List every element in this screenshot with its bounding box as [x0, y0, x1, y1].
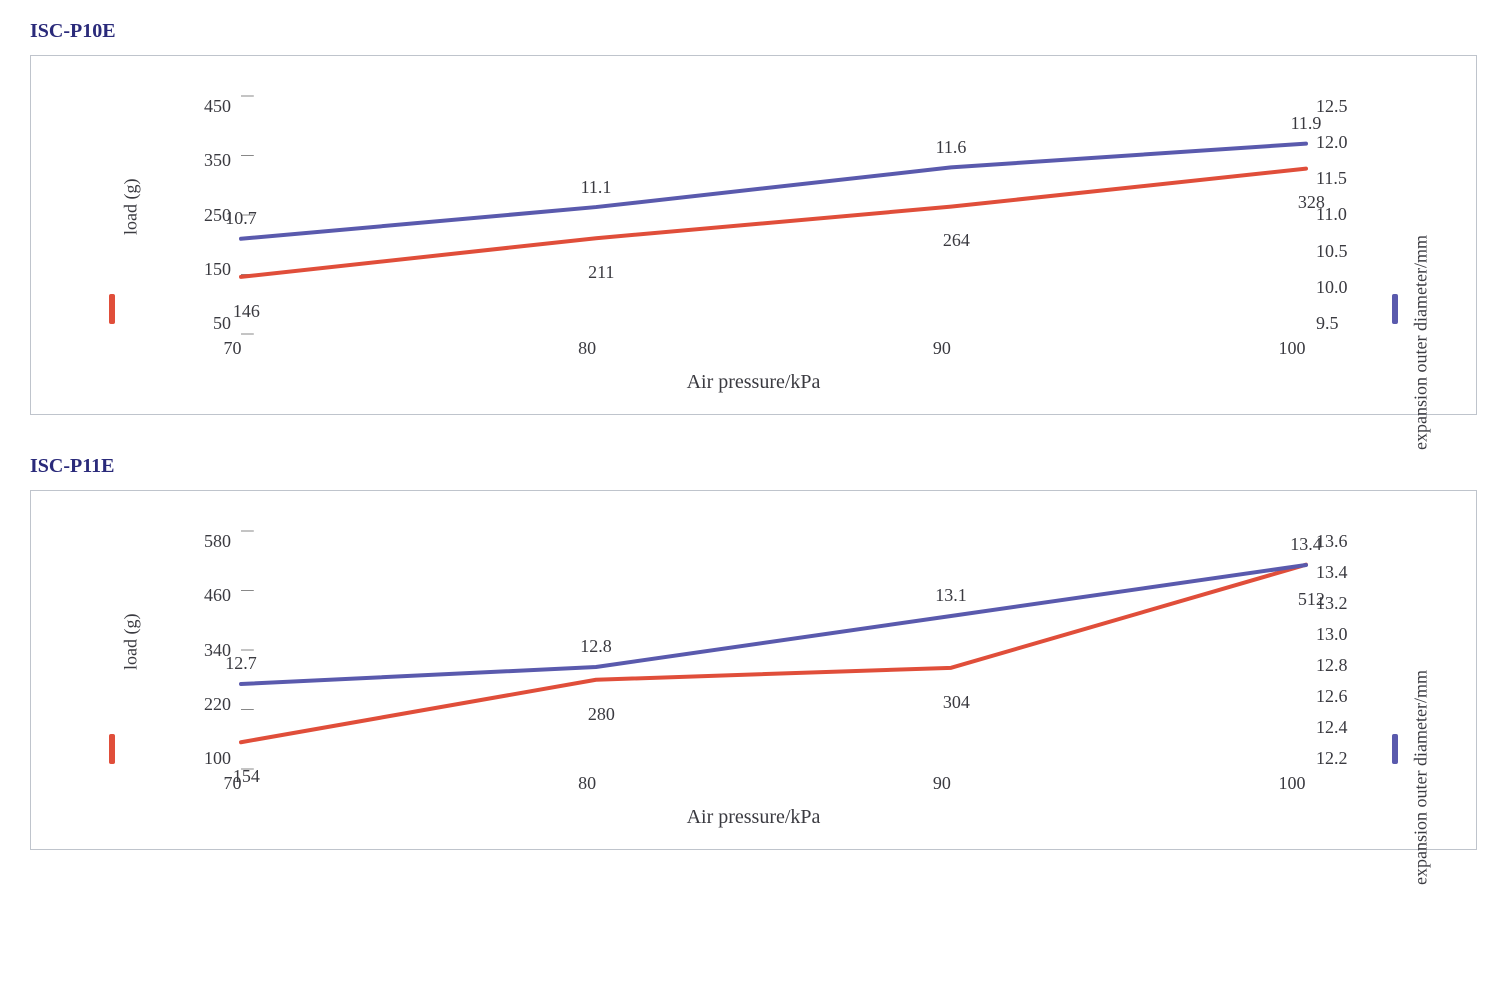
x-tick: 80: [596, 338, 597, 359]
y-left-tick: 250: [181, 205, 231, 226]
y-right-tick: 13.6: [1316, 531, 1366, 552]
plot-area: 15428030451212.712.813.113.4: [241, 531, 1306, 769]
x-tick: 100: [1305, 773, 1306, 794]
chart-container: 4503502501505012.512.011.511.010.510.09.…: [30, 55, 1477, 415]
load-line: [241, 565, 1306, 743]
load-data-label: 264: [943, 230, 970, 251]
y-right-ticks: 12.512.011.511.010.510.09.5: [1316, 96, 1366, 334]
y-left-tick: 150: [181, 259, 231, 280]
diameter-data-label: 13.1: [935, 585, 967, 606]
y-left-tick: 580: [181, 531, 231, 552]
y-right-tick: 12.5: [1316, 96, 1366, 117]
legend-load-icon: [109, 294, 115, 324]
y-right-tick: 10.0: [1316, 277, 1366, 298]
diameter-data-label: 11.9: [1291, 113, 1322, 134]
y-right-tick: 11.5: [1316, 168, 1366, 189]
y-left-ticks: 450 350 250 150 50: [181, 96, 231, 334]
y-right-tick: 12.6: [1316, 686, 1366, 707]
x-tick: 70: [241, 338, 242, 359]
load-data-label: 154: [233, 766, 260, 787]
y-left-tick: 450: [181, 96, 231, 117]
y-left-tick: 50: [181, 313, 231, 334]
x-tick: 80: [596, 773, 597, 794]
y-right-tick: 13.0: [1316, 624, 1366, 645]
diameter-data-label: 11.1: [581, 177, 612, 198]
x-tick: 90: [950, 773, 951, 794]
load-data-label: 304: [943, 692, 970, 713]
y-left-tick: 460: [181, 585, 231, 606]
legend-diameter-icon: [1392, 294, 1398, 324]
y-right-tick: 9.5: [1316, 313, 1366, 334]
diameter-data-label: 12.8: [580, 636, 612, 657]
x-axis-label: Air pressure/kPa: [31, 371, 1476, 394]
diameter-line: [241, 144, 1306, 239]
y-right-ticks: 13.613.413.213.012.812.612.412.2: [1316, 531, 1366, 769]
x-ticks: 708090100: [241, 773, 1306, 794]
diameter-data-label: 10.7: [225, 208, 257, 229]
load-data-label: 328: [1298, 192, 1325, 213]
chart-container: 58046034022010013.613.413.213.012.812.61…: [30, 490, 1477, 850]
y-left-tick: 350: [181, 150, 231, 171]
x-ticks: 70 80 90 100: [241, 338, 1306, 359]
diameter-data-label: 12.7: [225, 653, 257, 674]
load-data-label: 280: [588, 704, 615, 725]
y-right-tick: 13.4: [1316, 562, 1366, 583]
y-right-tick: 12.0: [1316, 132, 1366, 153]
y-left-axis-label: load (g): [121, 614, 142, 670]
y-left-axis-label: load (g): [121, 179, 142, 235]
y-left-tick: 100: [181, 748, 231, 769]
chart-lines: [241, 96, 1306, 334]
x-axis-label: Air pressure/kPa: [31, 806, 1476, 829]
y-right-tick: 10.5: [1316, 241, 1366, 262]
legend-load-icon: [109, 734, 115, 764]
diameter-line: [241, 565, 1306, 684]
chart-lines: [241, 531, 1306, 769]
diameter-data-label: 11.6: [936, 137, 967, 158]
x-tick: 90: [950, 338, 951, 359]
y-right-tick: 12.4: [1316, 717, 1366, 738]
y-right-axis-label: expansion outer diameter/mm: [1411, 235, 1432, 450]
y-right-tick: 12.2: [1316, 748, 1366, 769]
y-right-axis-label: expansion outer diameter/mm: [1411, 670, 1432, 885]
chart-title: ISC-P10E: [30, 20, 1477, 43]
diameter-data-label: 13.4: [1290, 534, 1322, 555]
plot-area: 14621126432810.711.111.611.9: [241, 96, 1306, 334]
load-data-label: 512: [1298, 589, 1325, 610]
load-data-label: 146: [233, 301, 260, 322]
y-left-tick: 340: [181, 640, 231, 661]
y-left-ticks: 580 460 340 220 100: [181, 531, 231, 769]
chart-title: ISC-P11E: [30, 455, 1477, 478]
y-left-tick: 220: [181, 694, 231, 715]
load-data-label: 211: [588, 262, 614, 283]
y-right-tick: 12.8: [1316, 655, 1366, 676]
legend-diameter-icon: [1392, 734, 1398, 764]
x-tick: 100: [1305, 338, 1306, 359]
